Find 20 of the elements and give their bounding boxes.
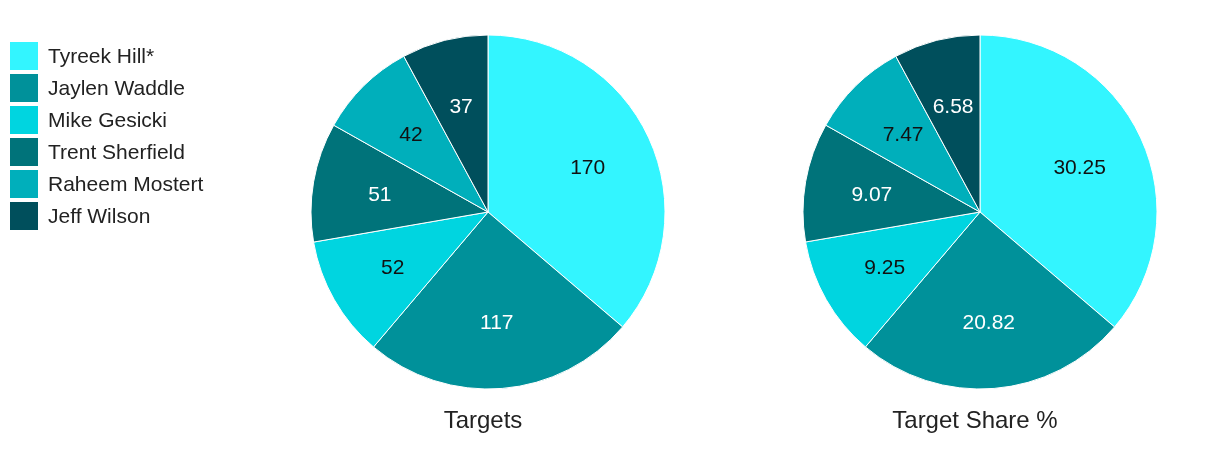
legend-label: Raheem Mostert: [48, 172, 204, 196]
data-label: 42: [399, 122, 423, 146]
text: Target Share %: [891, 406, 1059, 434]
data-label: 20.82: [962, 309, 1016, 333]
text: Targets: [442, 406, 524, 434]
data-label: 6.58: [932, 94, 974, 118]
data-label: 117: [480, 309, 514, 333]
legend-label: Trent Sherfield: [48, 140, 185, 164]
legend-label: Jaylen Waddle: [48, 76, 185, 100]
data-label: 9.07: [851, 181, 893, 205]
data-label: 52: [381, 254, 405, 278]
data-label: 9.25: [864, 254, 906, 278]
data-label: 51: [368, 181, 392, 205]
legend-label: Tyreek Hill*: [48, 44, 155, 68]
data-label: 170: [570, 154, 606, 178]
legend-label: Mike Gesicki: [48, 108, 168, 132]
legend-label: Jeff Wilson: [48, 204, 151, 228]
data-label: 30.25: [1053, 154, 1106, 178]
data-label: 37: [449, 94, 473, 118]
data-label: 7.47: [882, 122, 924, 146]
